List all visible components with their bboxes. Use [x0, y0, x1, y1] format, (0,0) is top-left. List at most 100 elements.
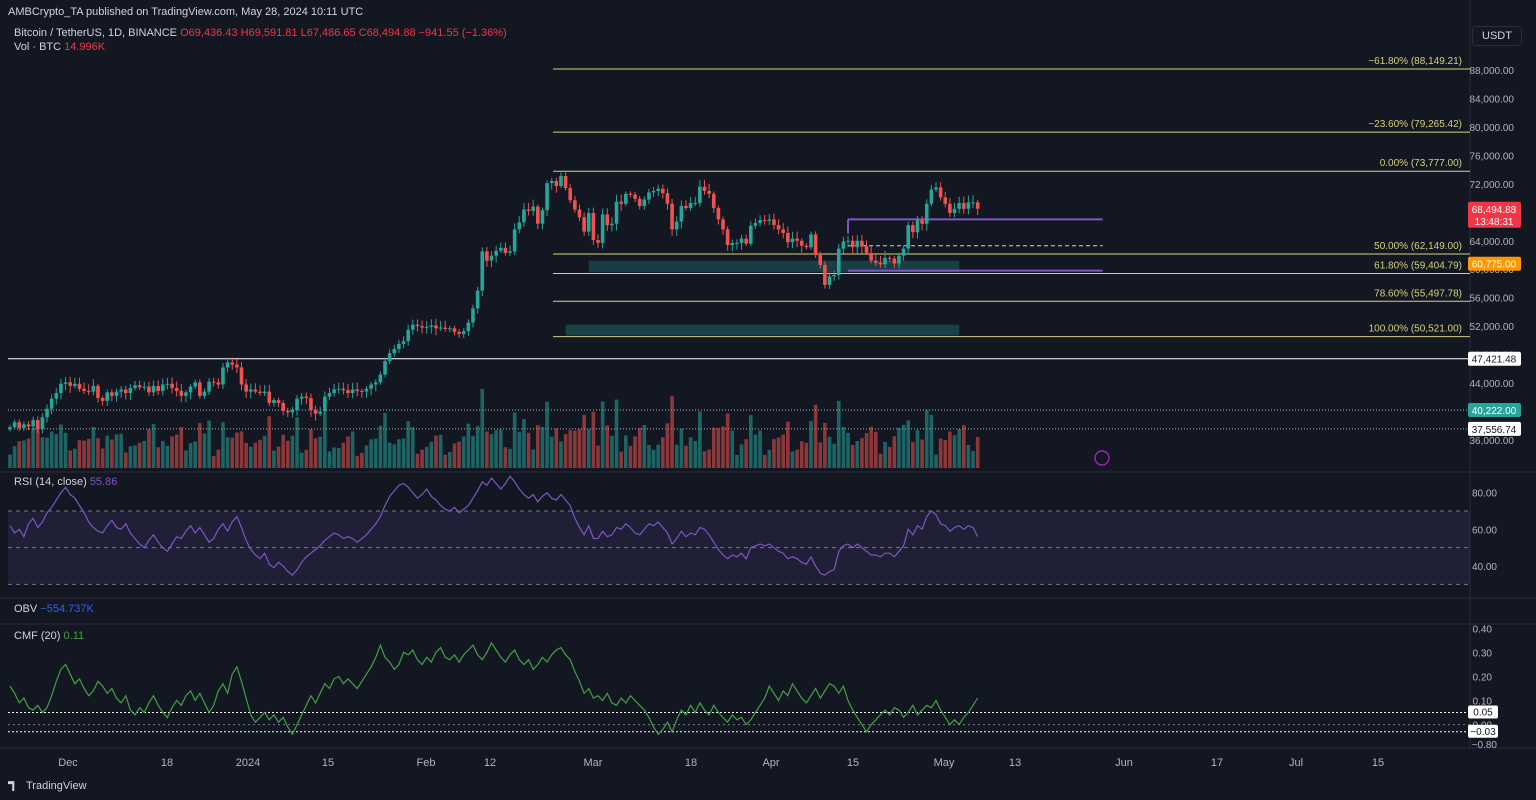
volume-bar: [96, 438, 100, 468]
volume-bar: [327, 451, 332, 468]
volume-bar: [147, 429, 151, 468]
candle-body: [133, 385, 137, 389]
candle-body: [68, 382, 72, 386]
price-tick: 44,000.00: [1470, 379, 1515, 390]
candle-body: [267, 391, 272, 403]
currency-button[interactable]: USDT: [1472, 26, 1522, 46]
volume-bar: [711, 427, 716, 468]
volume-bar: [878, 453, 883, 468]
fib-level-label: 61.80% (59,404.79): [1374, 260, 1462, 271]
candle-body: [517, 222, 522, 230]
volume-bar: [883, 442, 887, 468]
candle-body: [235, 364, 239, 368]
candle-body: [684, 205, 688, 209]
volume-bar: [744, 439, 748, 468]
volume-bar: [670, 396, 674, 468]
x-axis-tick: 18: [685, 757, 697, 769]
candle-body: [540, 210, 545, 224]
volume-legend: Vol · BTC 14.996K: [14, 41, 105, 53]
volume-bar: [174, 434, 179, 468]
candle-body: [35, 420, 40, 429]
candle-body: [105, 392, 110, 401]
volume-bar: [272, 450, 276, 468]
candle-body: [457, 331, 461, 334]
candle-body: [193, 382, 197, 387]
volume-bar: [68, 450, 72, 468]
candle-body: [874, 260, 878, 263]
candle-body: [415, 324, 420, 327]
candle-body: [434, 325, 438, 329]
candle-body: [332, 389, 336, 394]
cmf-level-label: 0.05: [1473, 708, 1493, 719]
volume-bar: [605, 425, 610, 468]
candle-body: [966, 202, 971, 209]
volume-bar: [355, 455, 360, 468]
volume-bar: [735, 455, 739, 468]
demand-zone: [588, 260, 960, 273]
rsi-tick: 60.00: [1472, 525, 1497, 536]
candle-body: [536, 206, 540, 224]
volume-bar: [975, 437, 980, 468]
countdown-label: 13:48:31: [1475, 217, 1514, 228]
candle-body: [45, 408, 49, 418]
volume-bar: [688, 437, 693, 468]
volume-bar: [373, 438, 378, 468]
candle-body: [49, 398, 54, 409]
fib-level-label: 50.00% (62,149.00): [1374, 241, 1462, 252]
candle-body: [799, 240, 804, 246]
x-axis-tick: Jun: [1115, 757, 1133, 769]
volume-bar: [133, 445, 137, 468]
candle-body: [767, 219, 772, 221]
volume-bar: [957, 429, 961, 468]
candle-body: [559, 176, 563, 186]
candle-body: [637, 198, 642, 206]
candle-body: [614, 201, 619, 224]
volume-bar: [971, 451, 975, 468]
volume-bar: [786, 421, 790, 468]
candle-body: [647, 192, 651, 200]
price-tick: 72,000.00: [1470, 180, 1515, 191]
cmf-line: [9, 641, 979, 736]
candle-body: [336, 388, 341, 390]
volume-bar: [253, 442, 258, 468]
x-axis-tick: Apr: [762, 757, 779, 769]
candle-body: [651, 190, 656, 193]
volume-bar: [739, 444, 744, 468]
volume-bar: [512, 412, 517, 468]
volume-bar: [489, 434, 494, 468]
volume-bar: [114, 434, 119, 468]
candle-body: [758, 220, 762, 223]
candle-body: [832, 274, 836, 277]
candle-body: [489, 255, 494, 261]
candle-body: [401, 341, 406, 344]
volume-bar: [350, 431, 355, 468]
volume-bar: [850, 445, 855, 468]
candle-body: [809, 234, 813, 248]
price-tick: 60,000.00: [1470, 265, 1515, 276]
volume-bar: [929, 414, 934, 468]
candle-body: [628, 193, 633, 195]
price-label-box: [1468, 402, 1521, 417]
cmf-tick: 0.40: [1473, 624, 1493, 635]
volume-bar: [656, 444, 660, 468]
candle-body: [623, 193, 628, 204]
rsi-tick: 80.00: [1472, 489, 1497, 500]
volume-bar: [401, 438, 406, 468]
volume-bar: [901, 424, 906, 468]
x-axis-tick: 2024: [236, 757, 260, 769]
volume-bar: [424, 446, 429, 468]
candle-body: [739, 238, 744, 243]
lightning-icon: [1094, 450, 1110, 466]
cmf-tick: −0.80: [1472, 740, 1498, 751]
volume-bar: [262, 435, 267, 468]
volume-bar: [906, 420, 911, 468]
candle-body: [938, 187, 943, 198]
volume-bar: [749, 415, 753, 468]
candle-body: [170, 383, 174, 389]
volume-bar: [239, 431, 244, 468]
cmf-tick: 0.10: [1473, 697, 1493, 708]
tradingview-brand[interactable]: TradingView: [8, 780, 87, 792]
volume-bar: [211, 455, 216, 468]
candle-body: [610, 223, 614, 226]
